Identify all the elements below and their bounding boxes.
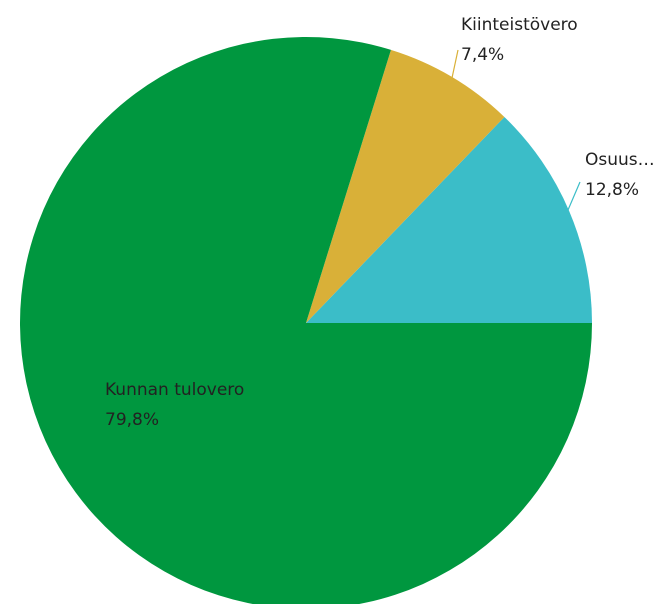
leader-line [567, 181, 581, 211]
slice-value-label: 12,8% [585, 180, 639, 200]
slice-value-label: 7,4% [461, 45, 504, 65]
pie-slice [20, 37, 592, 604]
leader-line [451, 49, 459, 79]
slice-value-label: 79,8% [105, 410, 159, 430]
slice-label: Osuus… [585, 150, 655, 170]
slice-label: Kiinteistövero [461, 15, 578, 35]
pie-slice [306, 116, 592, 324]
pie-slice [306, 49, 505, 323]
slice-label: Kunnan tulovero [105, 380, 244, 400]
